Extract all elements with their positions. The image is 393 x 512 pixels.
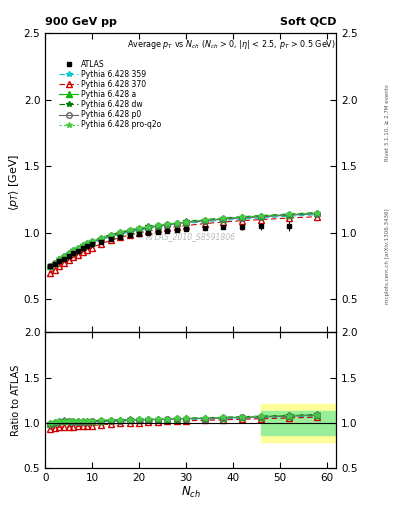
Text: ATLAS_2010_S8591806: ATLAS_2010_S8591806 xyxy=(145,232,236,241)
Text: mcplots.cern.ch [arXiv:1306.3436]: mcplots.cern.ch [arXiv:1306.3436] xyxy=(385,208,390,304)
Text: 900 GeV pp: 900 GeV pp xyxy=(45,17,117,27)
Text: Rivet 3.1.10, ≥ 2.7M events: Rivet 3.1.10, ≥ 2.7M events xyxy=(385,84,390,161)
X-axis label: $N_{ch}$: $N_{ch}$ xyxy=(181,485,200,500)
Legend: ATLAS, Pythia 6.428 359, Pythia 6.428 370, Pythia 6.428 a, Pythia 6.428 dw, Pyth: ATLAS, Pythia 6.428 359, Pythia 6.428 37… xyxy=(58,58,163,131)
Bar xyxy=(261,411,336,435)
Y-axis label: $\langle p_T\rangle$ [GeV]: $\langle p_T\rangle$ [GeV] xyxy=(7,154,21,211)
Text: Soft QCD: Soft QCD xyxy=(279,17,336,27)
Text: Average $p_T$ vs $N_{ch}$ ($N_{ch}$ > 0, $|\eta|$ < 2.5, $p_T$ > 0.5 GeV): Average $p_T$ vs $N_{ch}$ ($N_{ch}$ > 0,… xyxy=(127,38,335,51)
Bar xyxy=(261,404,336,442)
Y-axis label: Ratio to ATLAS: Ratio to ATLAS xyxy=(11,365,21,436)
